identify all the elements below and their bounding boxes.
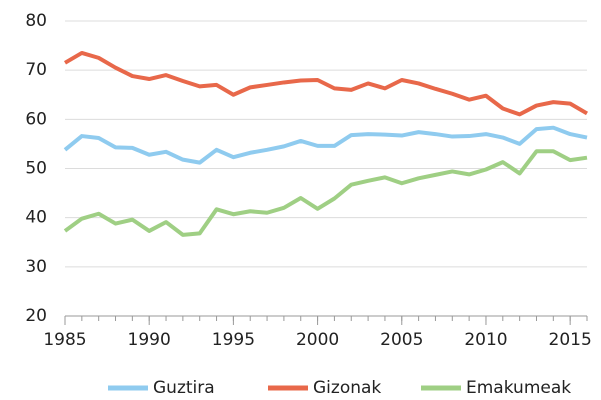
x-tick-label: 2015 [549,330,592,350]
y-tick-label: 60 [25,109,47,129]
line-series [63,50,589,117]
x-tick-label: 2000 [296,330,339,350]
line-series [63,125,588,165]
x-tick-label: 1990 [128,330,171,350]
y-tick-label: 20 [25,306,47,326]
line-series [63,149,588,237]
y-tick-label: 70 [25,60,47,80]
x-tick-label: 2010 [464,330,507,350]
legend-label: Gizonak [313,378,381,398]
y-tick-label: 50 [25,159,47,179]
y-tick-label: 80 [25,11,47,31]
legend-label: Emakumeak [466,378,571,398]
x-tick-label: 1985 [43,330,86,350]
legend-label: Guztira [153,378,215,398]
y-tick-label: 30 [25,257,47,277]
x-tick-label: 1995 [212,330,255,350]
y-tick-label: 40 [25,208,47,228]
x-tick-label: 2005 [380,330,423,350]
